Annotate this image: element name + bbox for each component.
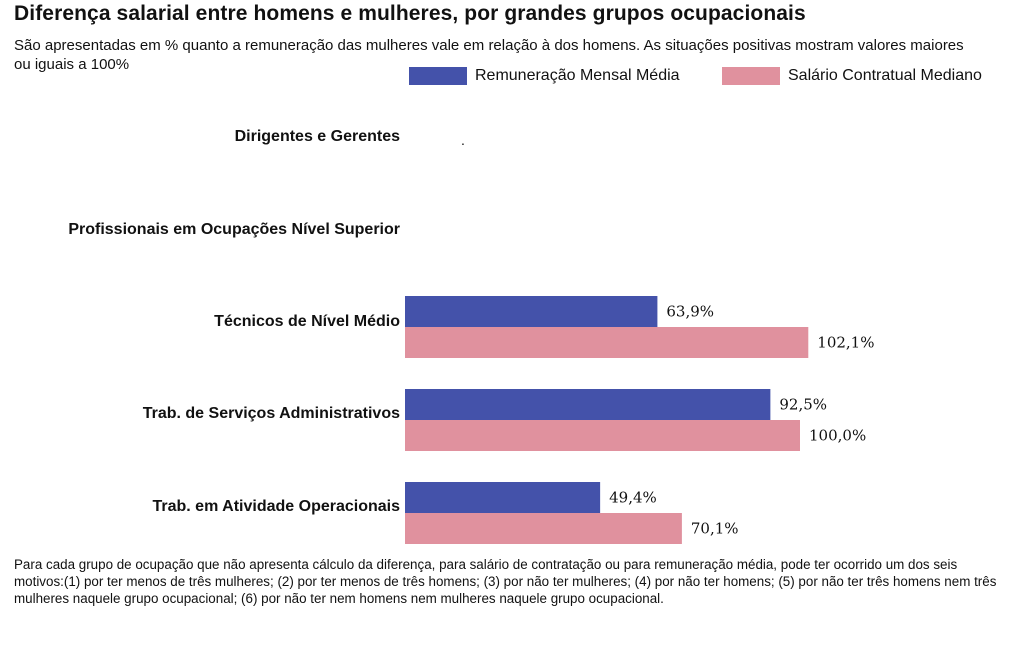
legend-swatch-salario — [722, 67, 780, 85]
chart-title: Diferença salarial entre homens e mulher… — [14, 2, 806, 25]
category-label-dirigentes: Dirigentes e Gerentes — [234, 128, 400, 145]
bar-operacionais-remuneracao — [405, 482, 601, 513]
chart-footnote: Para cada grupo de ocupação que não apre… — [14, 557, 997, 606]
legend-swatch-remuneracao — [409, 67, 467, 85]
category-label-operacionais: Trab. em Atividade Operacionais — [152, 498, 401, 515]
bar-administrativos-remuneracao — [405, 389, 771, 420]
legend-entry-salario: Salário Contratual Mediano — [722, 66, 982, 86]
data-label-administrativos-remuneracao: 92,5% — [779, 396, 827, 414]
category-label-profissionais: Profissionais em Ocupações Nível Superio… — [68, 221, 400, 238]
stray-marker: . — [461, 132, 465, 148]
bar-administrativos-salario — [405, 420, 800, 451]
category-label-tecnicos: Técnicos de Nível Médio — [214, 313, 400, 330]
category-label-administrativos: Trab. de Serviços Administrativos — [142, 405, 400, 422]
bar-operacionais-salario — [405, 513, 682, 544]
legend-label-remuneracao: Remuneração Mensal Média — [475, 67, 680, 84]
chart-subtitle: São apresentadas em % quanto a remuneraç… — [14, 37, 964, 73]
legend-entry-remuneracao: Remuneração Mensal Média — [409, 66, 680, 86]
bar-tecnicos-salario — [405, 327, 809, 358]
legend-label-salario: Salário Contratual Mediano — [788, 67, 982, 84]
data-label-administrativos-salario: 100,0% — [809, 427, 866, 445]
data-label-operacionais-salario: 70,1% — [691, 520, 739, 538]
data-label-tecnicos-remuneracao: 63,9% — [666, 303, 714, 321]
bar-tecnicos-remuneracao — [405, 296, 658, 327]
data-label-tecnicos-salario: 102,1% — [817, 334, 874, 352]
data-label-operacionais-remuneracao: 49,4% — [609, 489, 657, 507]
